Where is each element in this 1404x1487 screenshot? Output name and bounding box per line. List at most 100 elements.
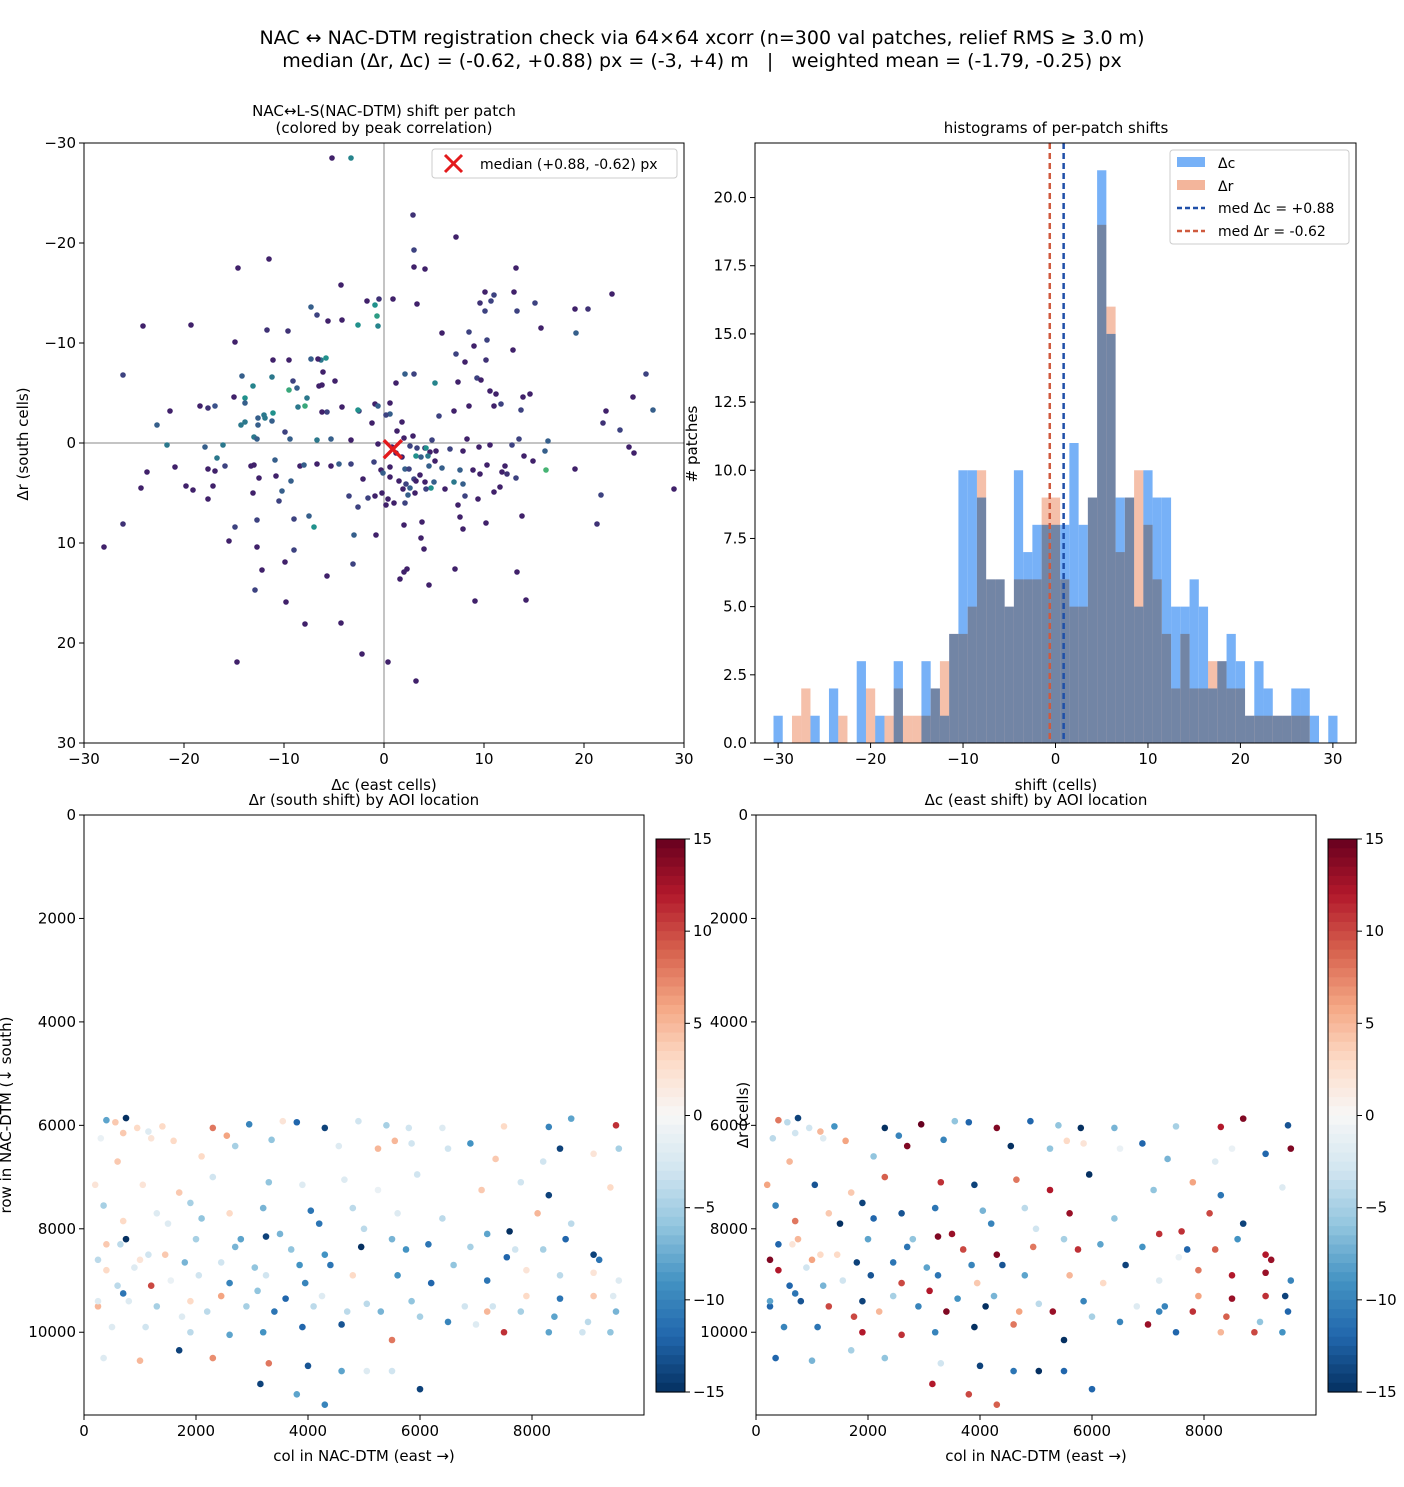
shift-point bbox=[140, 323, 146, 329]
shift-point bbox=[403, 481, 409, 487]
colorbar-cell bbox=[656, 1244, 685, 1255]
dr-bar bbox=[1235, 688, 1246, 743]
shift-point bbox=[462, 359, 468, 365]
dc-bar bbox=[856, 661, 866, 743]
shift-point bbox=[323, 355, 329, 361]
aoi-point bbox=[1155, 1277, 1163, 1284]
dr-location-panel: Δr (south shift) by AOI location 0 2000 40… bbox=[0, 791, 725, 1465]
shift-point bbox=[311, 524, 317, 530]
aoi-point bbox=[223, 1132, 231, 1139]
panel-2-ytick-label: 7.5 bbox=[723, 529, 747, 547]
shift-point bbox=[262, 415, 268, 421]
aoi-point bbox=[814, 1323, 821, 1331]
aoi-point bbox=[164, 1220, 172, 1227]
shift-point bbox=[411, 371, 417, 377]
panel-2-axes: −30 −20 −10 0 10 20 30 0.0 2.5 5.0 7.5 10.0 12.5 15.0… bbox=[714, 142, 1357, 768]
shift-point bbox=[239, 373, 245, 379]
aoi-point bbox=[301, 1279, 309, 1287]
shift-point bbox=[101, 544, 107, 550]
colorbar-cell bbox=[656, 857, 685, 868]
colorbar-cell bbox=[1328, 1364, 1357, 1375]
shift-point bbox=[387, 464, 393, 470]
aoi-point bbox=[791, 1217, 799, 1225]
aoi-point bbox=[363, 1367, 371, 1375]
aoi-point bbox=[1189, 1178, 1197, 1186]
aoi-point bbox=[870, 1215, 877, 1222]
dr-bar bbox=[1161, 633, 1172, 743]
aoi-point bbox=[775, 1241, 782, 1248]
shift-point bbox=[255, 415, 261, 421]
aoi-point bbox=[612, 1122, 620, 1129]
colorbar-cell bbox=[656, 1355, 685, 1365]
shift-scatter-panel: NAC↔L-S(NAC-DTM) shift per patch (colore… bbox=[14, 102, 694, 794]
shift-point bbox=[518, 407, 524, 413]
shift-point bbox=[510, 347, 516, 353]
shift-point bbox=[497, 484, 503, 490]
aoi-point bbox=[360, 1225, 368, 1233]
aoi-point bbox=[931, 1204, 939, 1212]
colorbar-cell bbox=[1328, 1124, 1357, 1135]
shift-point bbox=[572, 466, 578, 472]
panel-1-legend: median (+0.88, -0.62) px bbox=[431, 148, 678, 179]
shift-point bbox=[457, 467, 463, 473]
colorbar-cell bbox=[1328, 931, 1357, 941]
panel-1-ytick-label: −20 bbox=[44, 234, 76, 252]
dr-bar bbox=[1041, 497, 1051, 743]
shift-point bbox=[422, 266, 428, 272]
aoi-point bbox=[500, 1123, 508, 1130]
legend-med-dc-label: med Δc = +0.88 bbox=[1218, 201, 1334, 217]
aoi-point bbox=[1267, 1256, 1275, 1264]
shift-point bbox=[220, 442, 226, 448]
aoi-point bbox=[1116, 1318, 1124, 1326]
aoi-point bbox=[1116, 1145, 1124, 1152]
aoi-point bbox=[1234, 1235, 1241, 1243]
aoi-point bbox=[1077, 1124, 1085, 1132]
shift-point bbox=[328, 463, 334, 469]
legend-med-dr-label: med Δr = -0.62 bbox=[1218, 224, 1326, 240]
aoi-point bbox=[909, 1235, 917, 1243]
colorbar-cell bbox=[656, 1226, 685, 1236]
colorbar-cell bbox=[656, 1124, 685, 1135]
aoi-point bbox=[304, 1362, 312, 1370]
shift-point bbox=[431, 479, 437, 485]
aoi-point bbox=[1172, 1123, 1180, 1130]
colorbar-cell bbox=[1328, 1253, 1357, 1264]
shift-point bbox=[375, 323, 381, 329]
shift-point bbox=[527, 391, 533, 397]
shift-point bbox=[650, 407, 656, 413]
shift-point bbox=[279, 488, 285, 494]
aoi-point bbox=[1027, 1117, 1034, 1125]
shift-point bbox=[453, 234, 459, 240]
dc-bar bbox=[1189, 579, 1199, 743]
shift-point bbox=[144, 469, 150, 475]
aoi-point bbox=[1195, 1266, 1202, 1274]
colorbar-cell bbox=[1328, 1235, 1357, 1246]
aoi-point bbox=[881, 1124, 889, 1132]
aoi-point bbox=[307, 1207, 315, 1214]
panel-3-ytick-label: 8000 bbox=[38, 1220, 76, 1238]
aoi-point bbox=[1029, 1243, 1037, 1251]
shift-point bbox=[432, 380, 438, 386]
panel-1-xtick-label: −30 bbox=[68, 750, 100, 768]
aoi-point bbox=[859, 1328, 866, 1336]
shift-point bbox=[406, 466, 412, 472]
aoi-point bbox=[293, 1118, 301, 1126]
dr-bar bbox=[893, 688, 903, 743]
aoi-point bbox=[943, 1308, 950, 1315]
aoi-point bbox=[1228, 1272, 1236, 1279]
colorbar-cell bbox=[656, 1115, 685, 1126]
shift-point bbox=[428, 485, 434, 491]
shift-point bbox=[374, 313, 380, 319]
aoi-point bbox=[898, 1209, 905, 1217]
dc-bar bbox=[773, 715, 783, 743]
aoi-point bbox=[867, 1272, 875, 1279]
shift-point bbox=[451, 479, 457, 485]
aoi-point bbox=[170, 1137, 177, 1145]
shift-point bbox=[264, 327, 270, 333]
shift-point bbox=[256, 475, 262, 481]
panel-1-ytick-label: −30 bbox=[44, 134, 76, 152]
panel-4-axes: 0 2000 4000 6000 8000 0 2000 4000 6000 8000 10000 bbox=[700, 806, 1317, 1440]
aoi-point bbox=[1284, 1308, 1292, 1315]
shift-point bbox=[288, 478, 294, 484]
colorbar-cell bbox=[1328, 1004, 1357, 1015]
